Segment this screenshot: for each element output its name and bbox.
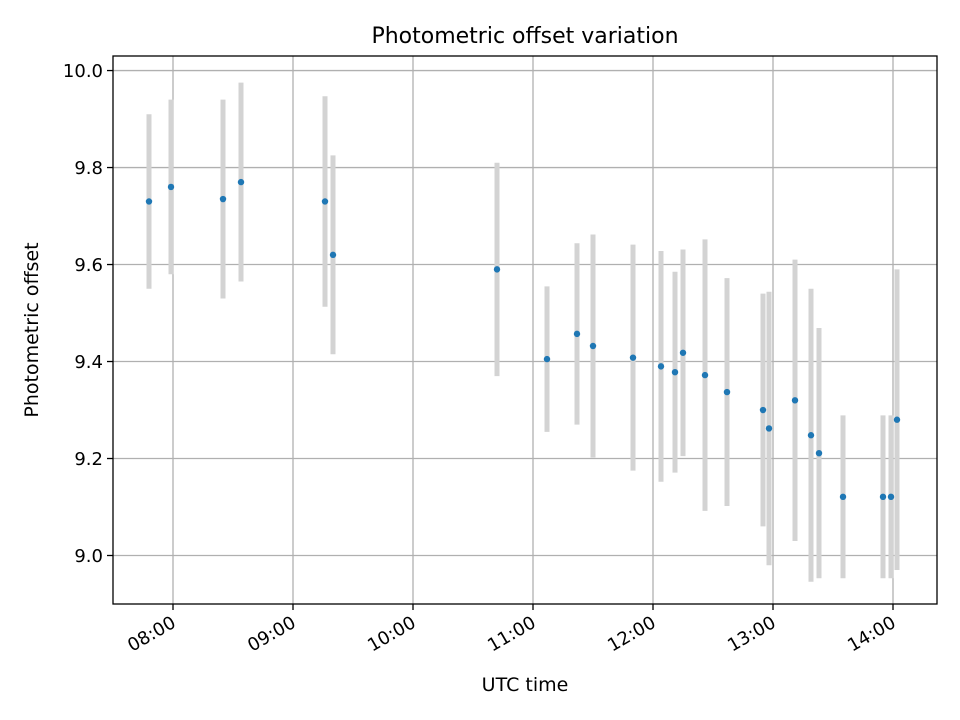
x-tick-label: 11:00	[484, 612, 539, 656]
data-point	[723, 388, 731, 396]
y-tick-label: 9.0	[74, 546, 103, 567]
error-bars	[146, 82, 900, 582]
data-point	[629, 354, 637, 361]
x-tick-label: 09:00	[244, 612, 299, 656]
data-point	[543, 355, 551, 363]
x-axis-ticks: 08:00 09:00 10:00 11:00 12:00 13:00 14:00	[124, 604, 900, 656]
x-tick-label: 13:00	[724, 612, 779, 656]
data-point	[679, 349, 687, 356]
x-tick-label: 10:00	[364, 612, 419, 656]
data-point	[887, 493, 895, 501]
data-point	[573, 330, 581, 338]
data-point	[493, 266, 501, 273]
data-point	[657, 363, 665, 370]
y-tick-label: 9.8	[74, 158, 103, 179]
y-tick-label: 10.0	[63, 61, 103, 82]
data-point	[791, 397, 799, 404]
y-tick-label: 9.4	[74, 352, 103, 373]
y-tick-label: 9.6	[74, 255, 103, 276]
data-points	[145, 178, 901, 501]
chart-title: Photometric offset variation	[371, 24, 678, 49]
grid-lines	[113, 56, 937, 604]
plot-area-frame	[112, 55, 938, 605]
data-point	[219, 195, 227, 203]
data-point	[167, 183, 175, 191]
data-point	[329, 251, 337, 259]
data-point	[879, 493, 887, 501]
data-point	[815, 449, 823, 457]
data-point	[671, 368, 679, 376]
data-point	[839, 493, 847, 501]
data-point	[589, 342, 597, 350]
x-tick-label: 12:00	[604, 612, 659, 656]
y-axis-label: Photometric offset	[21, 242, 43, 417]
y-tick-label: 9.2	[74, 449, 103, 470]
data-point	[765, 425, 773, 432]
data-point	[893, 416, 901, 423]
data-point	[807, 432, 815, 439]
data-point	[701, 371, 709, 379]
data-point	[759, 406, 767, 414]
x-tick-label: 14:00	[844, 612, 899, 656]
x-tick-label: 08:00	[124, 612, 179, 656]
data-point	[145, 198, 153, 205]
x-axis-label: UTC time	[482, 674, 569, 696]
data-point	[237, 178, 245, 186]
y-axis-ticks: 9.0 9.2 9.4 9.6 9.8 10.0	[63, 61, 113, 567]
data-point	[321, 198, 329, 205]
